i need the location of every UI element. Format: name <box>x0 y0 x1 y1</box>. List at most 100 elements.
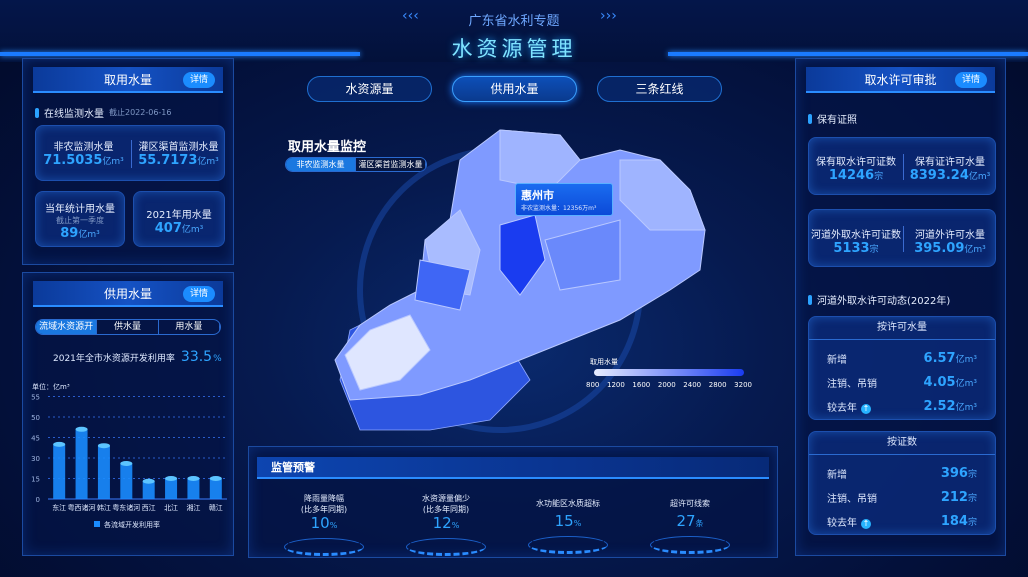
map-tab-nonagri[interactable]: 非农监测水量 <box>286 158 356 171</box>
legend-tick: 800 <box>586 381 600 389</box>
panel-title-text: 取用水量 <box>103 73 152 87</box>
legend-gradient[interactable] <box>594 369 744 376</box>
utilization-rate: 2021年全市水资源开发利用率 33.5% <box>53 349 222 365</box>
panel-supply: 供用水量 详情 流域水资源开发利用 供水量 用水量 2021年全市水资源开发利用率… <box>22 272 234 556</box>
chevrons-right-icon: ››› <box>600 8 617 24</box>
y-tick-label: 30 <box>31 455 40 463</box>
x-tick-label: 湘江 <box>186 503 200 512</box>
legend-label: 各流域开发利用率 <box>104 520 160 529</box>
x-tick-label: 西江 <box>142 504 156 512</box>
card-offchannel: 河道外取水许可证数 5133宗 河道外许可水量 395.09亿m³ <box>808 209 996 267</box>
map-tab-irrigation[interactable]: 灌区渠首监测水量 <box>356 158 426 171</box>
label-offchannel-volume: 河道外许可水量 <box>915 230 985 241</box>
section-online: 在线监测水量 截止2022-06-16 <box>35 105 172 120</box>
value-year-stat: 89亿m³ <box>60 226 100 241</box>
legend-tick: 1200 <box>606 381 625 389</box>
value-nonagri: 71.5035亿m³ <box>43 153 124 168</box>
panel-title: 取水许可审批 详情 <box>806 67 995 93</box>
label-irrigation: 灌区渠首监测水量 <box>138 142 219 153</box>
bar-cap <box>209 476 222 481</box>
panel-title-text: 供用水量 <box>103 287 152 301</box>
label-offchannel-count: 河道外取水许可证数 <box>811 230 901 241</box>
box-by-count: 按证数 新增 396宗 注销、吊销 212宗 较去年 ↑ 184宗 <box>808 431 996 535</box>
row-vs-last-year: 较去年 ↑ 184宗 <box>827 513 977 529</box>
bar-cap <box>165 476 178 481</box>
bar <box>142 481 155 499</box>
label-nonagri: 非农监测水量 <box>53 142 114 153</box>
map-region-meizhou <box>619 159 706 231</box>
bar <box>187 478 200 499</box>
y-tick-label: 45 <box>31 435 40 443</box>
y-tick-label: 0 <box>36 496 40 504</box>
x-tick-label: 粤东诸河 <box>112 503 140 512</box>
map-tabs: 非农监测水量 灌区渠首监测水量 <box>285 157 427 172</box>
bar <box>53 444 66 499</box>
bar-cap <box>53 441 66 447</box>
bar <box>120 463 133 499</box>
warning-water-resources: 水资源量偏少 (比多年同期) 12% <box>391 493 501 556</box>
row-cancelled: 注销、吊销 212宗 <box>827 489 977 505</box>
label-year-stat: 当年统计用水量 <box>45 204 115 215</box>
legend-tick: 2000 <box>657 381 676 389</box>
card-year-stat: 当年统计用水量 截止第一季度 89亿m³ <box>35 191 125 247</box>
map-tooltip: 惠州市 非农监测水量：12356万m³ <box>515 183 613 216</box>
y-tick-label: 15 <box>31 476 40 484</box>
rate-label: 2021年全市水资源开发利用率 <box>53 354 175 364</box>
rate-unit: % <box>213 354 222 364</box>
y-tick-label: 50 <box>31 414 40 422</box>
y-tick-label: 55 <box>31 394 40 402</box>
legend-ticks: 800 1200 1600 2000 2400 2800 3200 <box>586 381 752 389</box>
tab-use[interactable]: 用水量 <box>159 320 220 334</box>
tooltip-value: 12356万m³ <box>563 205 597 212</box>
x-tick-label: 北江 <box>164 504 178 512</box>
legend-tick: 2800 <box>708 381 727 389</box>
box-by-volume: 按许可水量 新增 6.57亿m³ 注销、吊销 4.05亿m³ 较去年 ↑ 2.52亿m³ <box>808 316 996 420</box>
page-title: 水资源管理 <box>451 37 577 61</box>
guangdong-map[interactable] <box>320 120 750 440</box>
box-title: 按证数 <box>809 432 995 455</box>
x-tick-label: 粤西诸河 <box>68 503 96 512</box>
legend-swatch <box>94 521 100 527</box>
map-title: 取用水量监控 <box>288 140 367 155</box>
card-licenses: 保有取水许可证数 14246宗 保有证许可水量 8393.24亿m³ <box>808 137 996 195</box>
row-new: 新增 396宗 <box>827 465 977 481</box>
map-region-shaoguan <box>499 129 581 191</box>
detail-button[interactable]: 详情 <box>182 72 215 88</box>
detail-button[interactable]: 详情 <box>954 72 987 88</box>
panel-warning: 监管预警 降雨量降幅 (比多年同期) 10% 水资源量偏少 (比多年同期) 12% 水功… <box>248 446 778 558</box>
value-license-count: 14246宗 <box>828 168 884 183</box>
warning-over-permit: 超许可线索 27条 <box>635 493 745 554</box>
section-label: 在线监测水量 <box>44 109 104 120</box>
nav-supply-use[interactable]: 供用水量 <box>452 76 577 102</box>
label-2021: 2021年用水量 <box>146 210 212 221</box>
legend-tick: 2400 <box>683 381 702 389</box>
bar <box>75 429 88 499</box>
legend-tick: 3200 <box>734 381 752 389</box>
map-region-huizhou <box>544 219 621 291</box>
bar <box>209 478 222 499</box>
nav-water-resources[interactable]: 水资源量 <box>307 76 432 102</box>
bar-cap <box>97 443 110 449</box>
tooltip-label: 非农监测水量： <box>521 205 564 212</box>
y-axis-label: 单位：亿m³ <box>32 382 70 391</box>
note-year-stat: 截止第一季度 <box>56 216 104 225</box>
bar-cap <box>75 426 88 432</box>
arrow-up-icon: ↑ <box>861 518 871 529</box>
detail-button[interactable]: 详情 <box>182 286 215 302</box>
card-monitoring: 非农监测水量 71.5035亿m³ 灌区渠首监测水量 55.7173亿m³ <box>35 125 225 181</box>
nav-red-lines[interactable]: 三条红线 <box>597 76 722 102</box>
header <box>0 0 1028 62</box>
tab-basin[interactable]: 流域水资源开发利用 <box>36 320 98 334</box>
value-2021: 407亿m³ <box>154 221 204 236</box>
row-cancelled: 注销、吊销 4.05亿m³ <box>827 374 977 390</box>
header-line-left <box>0 52 360 56</box>
bar-cap <box>142 478 155 484</box>
supply-tabs: 流域水资源开发利用 供水量 用水量 <box>35 319 221 335</box>
bar <box>97 445 110 499</box>
box-title: 按许可水量 <box>809 317 995 340</box>
tab-supply[interactable]: 供水量 <box>97 320 159 334</box>
map-region-zhanjiang <box>344 314 431 391</box>
warning-water-quality: 水功能区水质超标 15% <box>513 493 623 554</box>
warning-rainfall: 降雨量降幅 (比多年同期) 10% <box>269 493 379 556</box>
row-new: 新增 6.57亿m³ <box>827 350 977 366</box>
